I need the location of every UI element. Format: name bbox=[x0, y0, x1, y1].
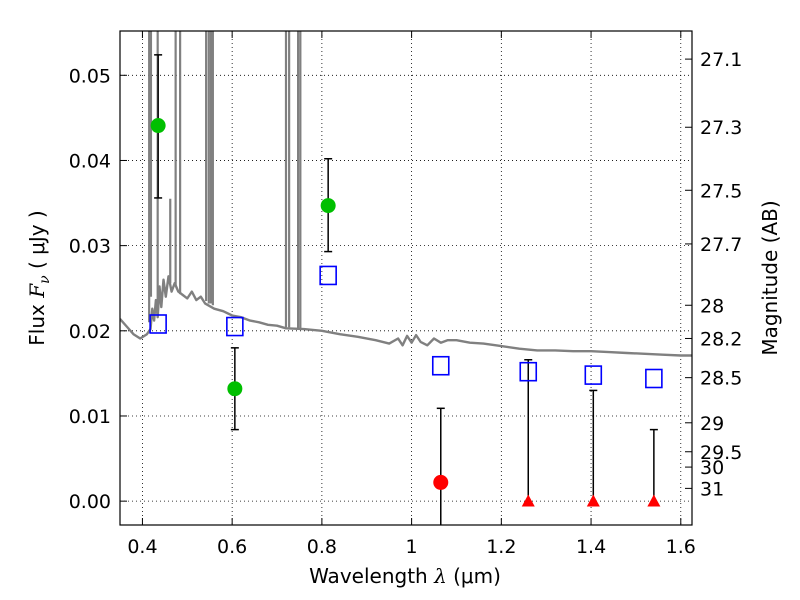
y-axis-label-prefix: Flux bbox=[25, 298, 49, 346]
y2-tick-label: 29 bbox=[700, 413, 724, 435]
x-axis-label-prefix: Wavelength bbox=[309, 564, 434, 588]
x-axis-label: Wavelength λ (μm) bbox=[309, 564, 501, 588]
x-axis-label-symbol: λ bbox=[433, 564, 447, 588]
model-point bbox=[226, 316, 244, 337]
data-point bbox=[433, 474, 449, 490]
upper-limit-marker bbox=[586, 494, 600, 507]
y-tick-label: 0.03 bbox=[69, 236, 111, 258]
y2-tick-label: 27.1 bbox=[700, 49, 742, 71]
y-tick-label: 0.04 bbox=[69, 150, 111, 172]
x-axis-label-unit: (μm) bbox=[447, 564, 501, 588]
model-point bbox=[645, 368, 663, 389]
y-axis-label: Flux Fν ( μJy ) bbox=[25, 210, 53, 345]
upper-limit-marker bbox=[647, 494, 661, 507]
y-tick-label: 0.02 bbox=[69, 321, 111, 343]
model-point bbox=[584, 365, 603, 385]
plot-frame bbox=[119, 30, 693, 526]
data-point bbox=[227, 381, 243, 397]
y2-tick-label: 27.7 bbox=[700, 234, 742, 256]
y-tick-label: 0.00 bbox=[69, 491, 111, 513]
y-axis-label-unit: ( μJy ) bbox=[25, 210, 49, 275]
y2-tick-label: 31 bbox=[700, 478, 724, 500]
upper-limit-marker bbox=[521, 494, 535, 507]
tick-labels: 0.4 0.6 0.8 1 1.2 1.4 1.6 0.00 0.01 0.02 0.03 0.04 0… bbox=[69, 49, 743, 558]
y2-tick-label: 28.5 bbox=[700, 368, 742, 390]
y2-axis-label: Magnitude (AB) bbox=[758, 200, 782, 355]
spectrum-line bbox=[120, 275, 692, 357]
model-point bbox=[519, 361, 538, 382]
axis-ticks bbox=[120, 31, 692, 525]
model-point bbox=[149, 314, 167, 334]
x-tick-label: 1.6 bbox=[666, 536, 696, 558]
y-tick-label: 0.05 bbox=[69, 65, 111, 87]
model-point bbox=[431, 355, 450, 376]
y-axis-label-subscript: ν bbox=[37, 275, 53, 284]
y2-tick-label: 27.5 bbox=[700, 180, 742, 202]
y-tick-label: 0.01 bbox=[69, 406, 111, 428]
y2-tick-label: 29.5 bbox=[700, 442, 742, 464]
y2-tick-label: 28 bbox=[700, 295, 724, 317]
data-point bbox=[320, 198, 336, 214]
x-tick-label: 0.6 bbox=[217, 536, 247, 558]
x-tick-label: 1 bbox=[406, 536, 418, 558]
model-point bbox=[319, 265, 337, 286]
x-tick-label: 0.4 bbox=[127, 536, 157, 558]
y2-tick-label: 28.2 bbox=[700, 328, 742, 350]
x-tick-label: 1.4 bbox=[576, 536, 606, 558]
y-axis-label-symbol: F bbox=[25, 283, 49, 299]
x-tick-label: 0.8 bbox=[307, 536, 337, 558]
x-tick-label: 1.2 bbox=[486, 536, 516, 558]
y2-tick-label: 30 bbox=[700, 457, 724, 479]
plot-area bbox=[120, 31, 692, 525]
data-point bbox=[150, 118, 166, 134]
y2-tick-label: 27.3 bbox=[700, 117, 742, 139]
